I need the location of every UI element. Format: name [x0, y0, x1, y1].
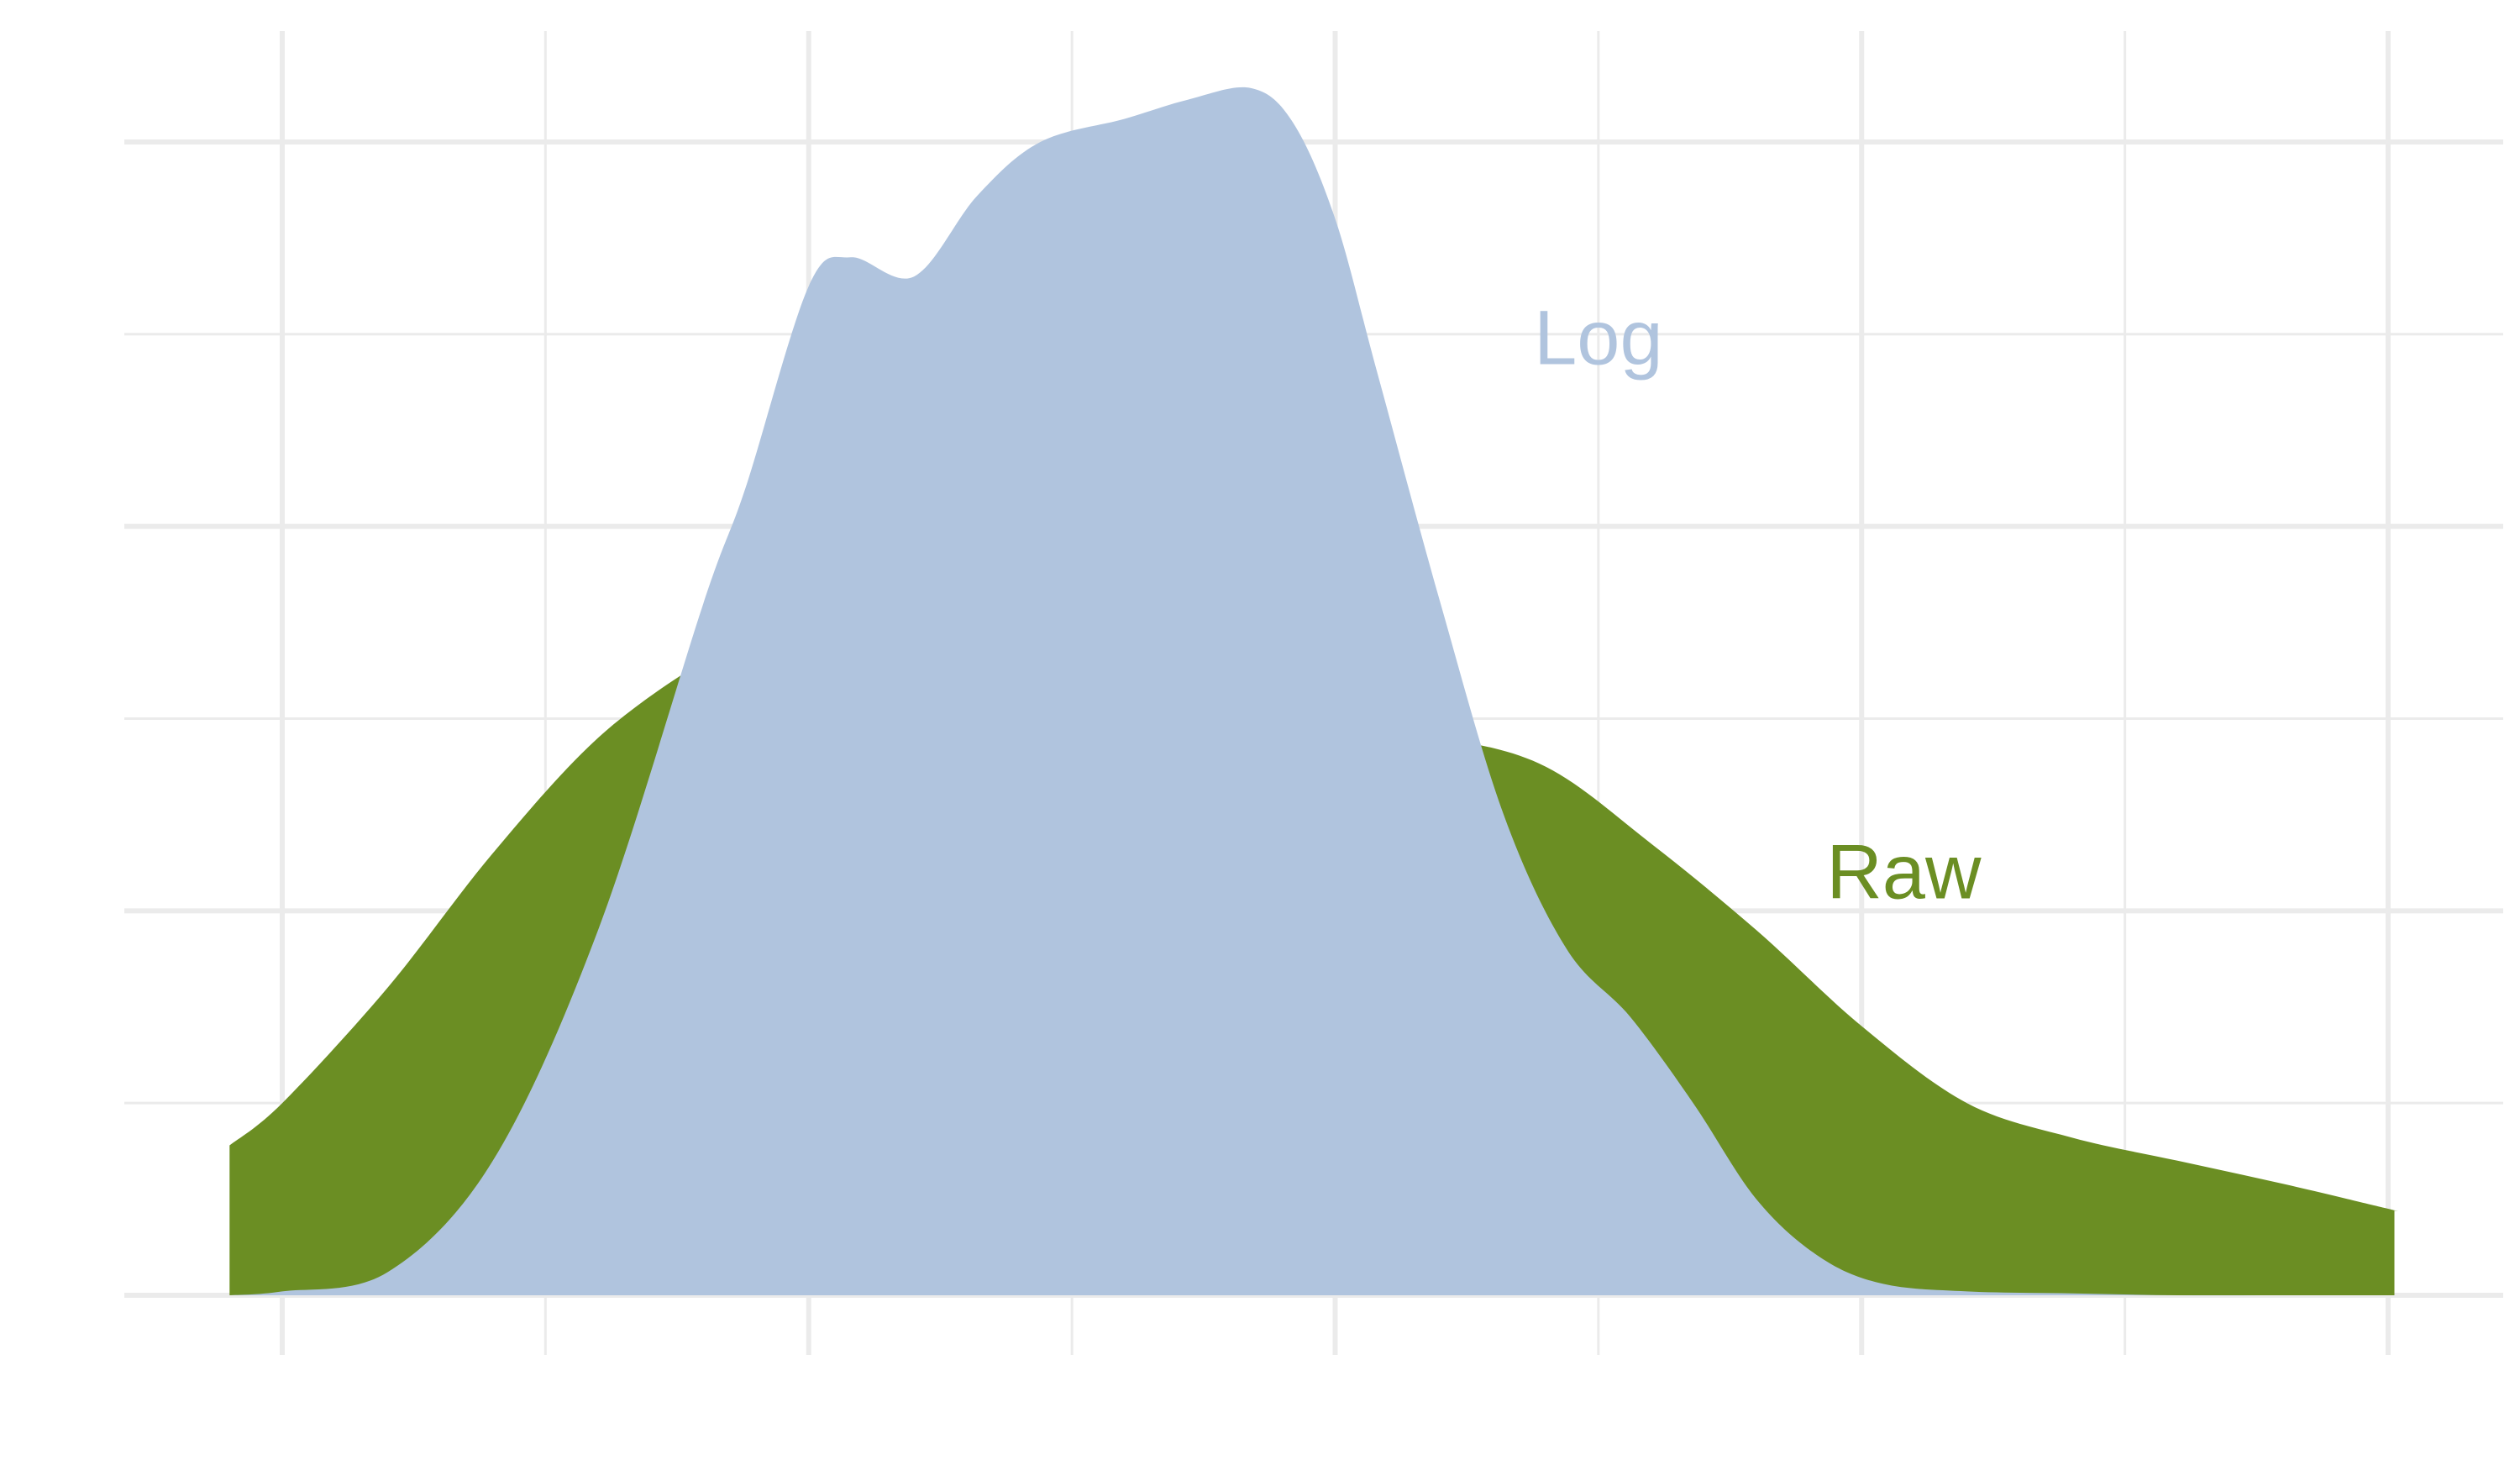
series-layer — [229, 87, 2398, 1296]
density-area-log — [229, 87, 2398, 1296]
series-label-log: Log — [1534, 296, 1663, 381]
series-label-raw: Raw — [1826, 830, 1982, 916]
label-layer: Log Raw — [1534, 296, 1982, 916]
